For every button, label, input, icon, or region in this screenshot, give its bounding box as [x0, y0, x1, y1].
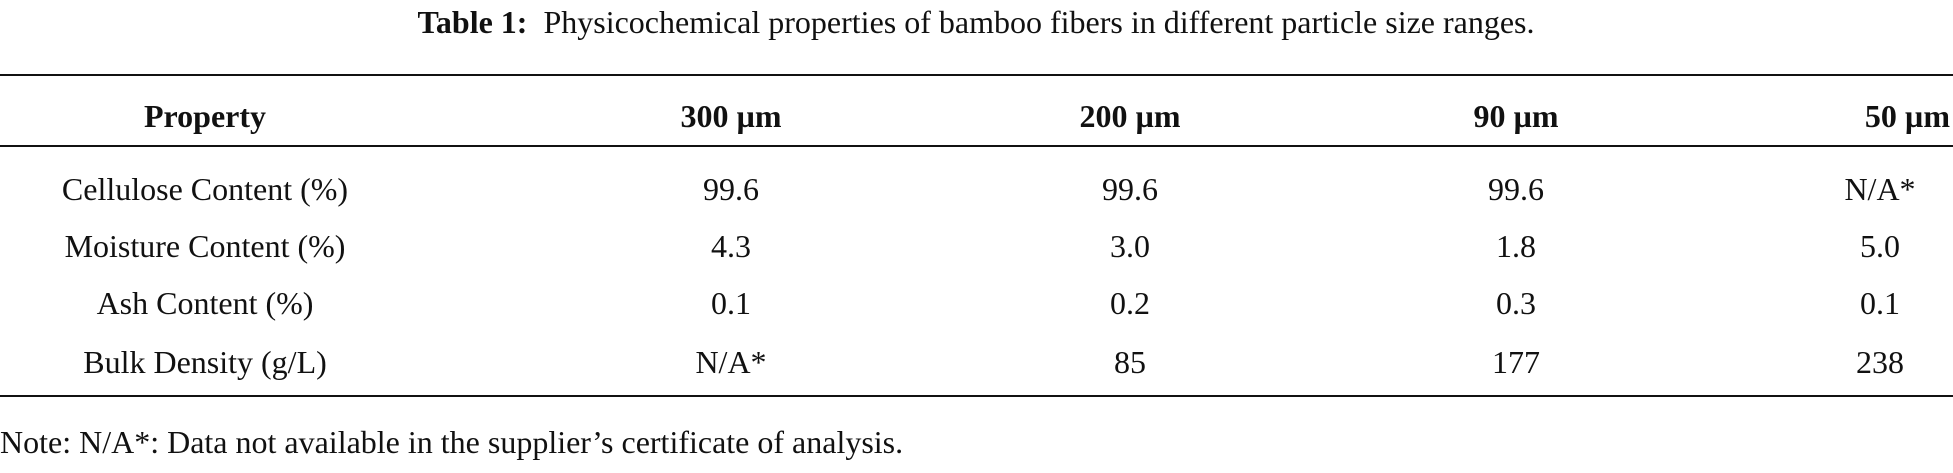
table-cell: N/A*	[695, 344, 767, 380]
table-cell: 99.6	[1488, 171, 1544, 207]
header-cell: 50 µm	[1864, 98, 1950, 134]
header-cell: Property	[143, 98, 267, 134]
row-label: Cellulose Content (%)	[61, 171, 349, 207]
top-rule	[0, 74, 1953, 76]
table-cell: 5.0	[1860, 228, 1900, 264]
table-cell: 0.1	[1860, 285, 1900, 321]
caption-label: Table 1:	[417, 4, 528, 40]
header-cell: 200 µm	[1079, 98, 1181, 134]
table-cell: 238	[1856, 344, 1904, 380]
header-cell: 300 µm	[680, 98, 782, 134]
row-label: Ash Content (%)	[96, 285, 314, 321]
table-cell: 0.3	[1496, 285, 1536, 321]
caption: Table 1: Physicochemical properties of b…	[417, 4, 1534, 40]
table-cell: 99.6	[703, 171, 759, 207]
table-cell: 85	[1114, 344, 1146, 380]
bottom-rule	[0, 395, 1953, 397]
row-label: Moisture Content (%)	[64, 228, 346, 264]
table-cell: 0.2	[1110, 285, 1150, 321]
row-label: Bulk Density (g/L)	[83, 344, 327, 380]
table-cell: N/A*	[1844, 171, 1916, 207]
table-cell: 177	[1492, 344, 1540, 380]
caption-text: Physicochemical properties of bamboo fib…	[543, 4, 1535, 40]
table-cell: 4.3	[711, 228, 751, 264]
table-cell: 0.1	[711, 285, 751, 321]
table-cell: 3.0	[1110, 228, 1150, 264]
note: Note: N/A*: Data not available in the su…	[0, 424, 904, 460]
table-cell: 99.6	[1102, 171, 1158, 207]
table-cell: 1.8	[1496, 228, 1536, 264]
header-cell: 90 µm	[1473, 98, 1559, 134]
header-rule	[0, 145, 1953, 147]
